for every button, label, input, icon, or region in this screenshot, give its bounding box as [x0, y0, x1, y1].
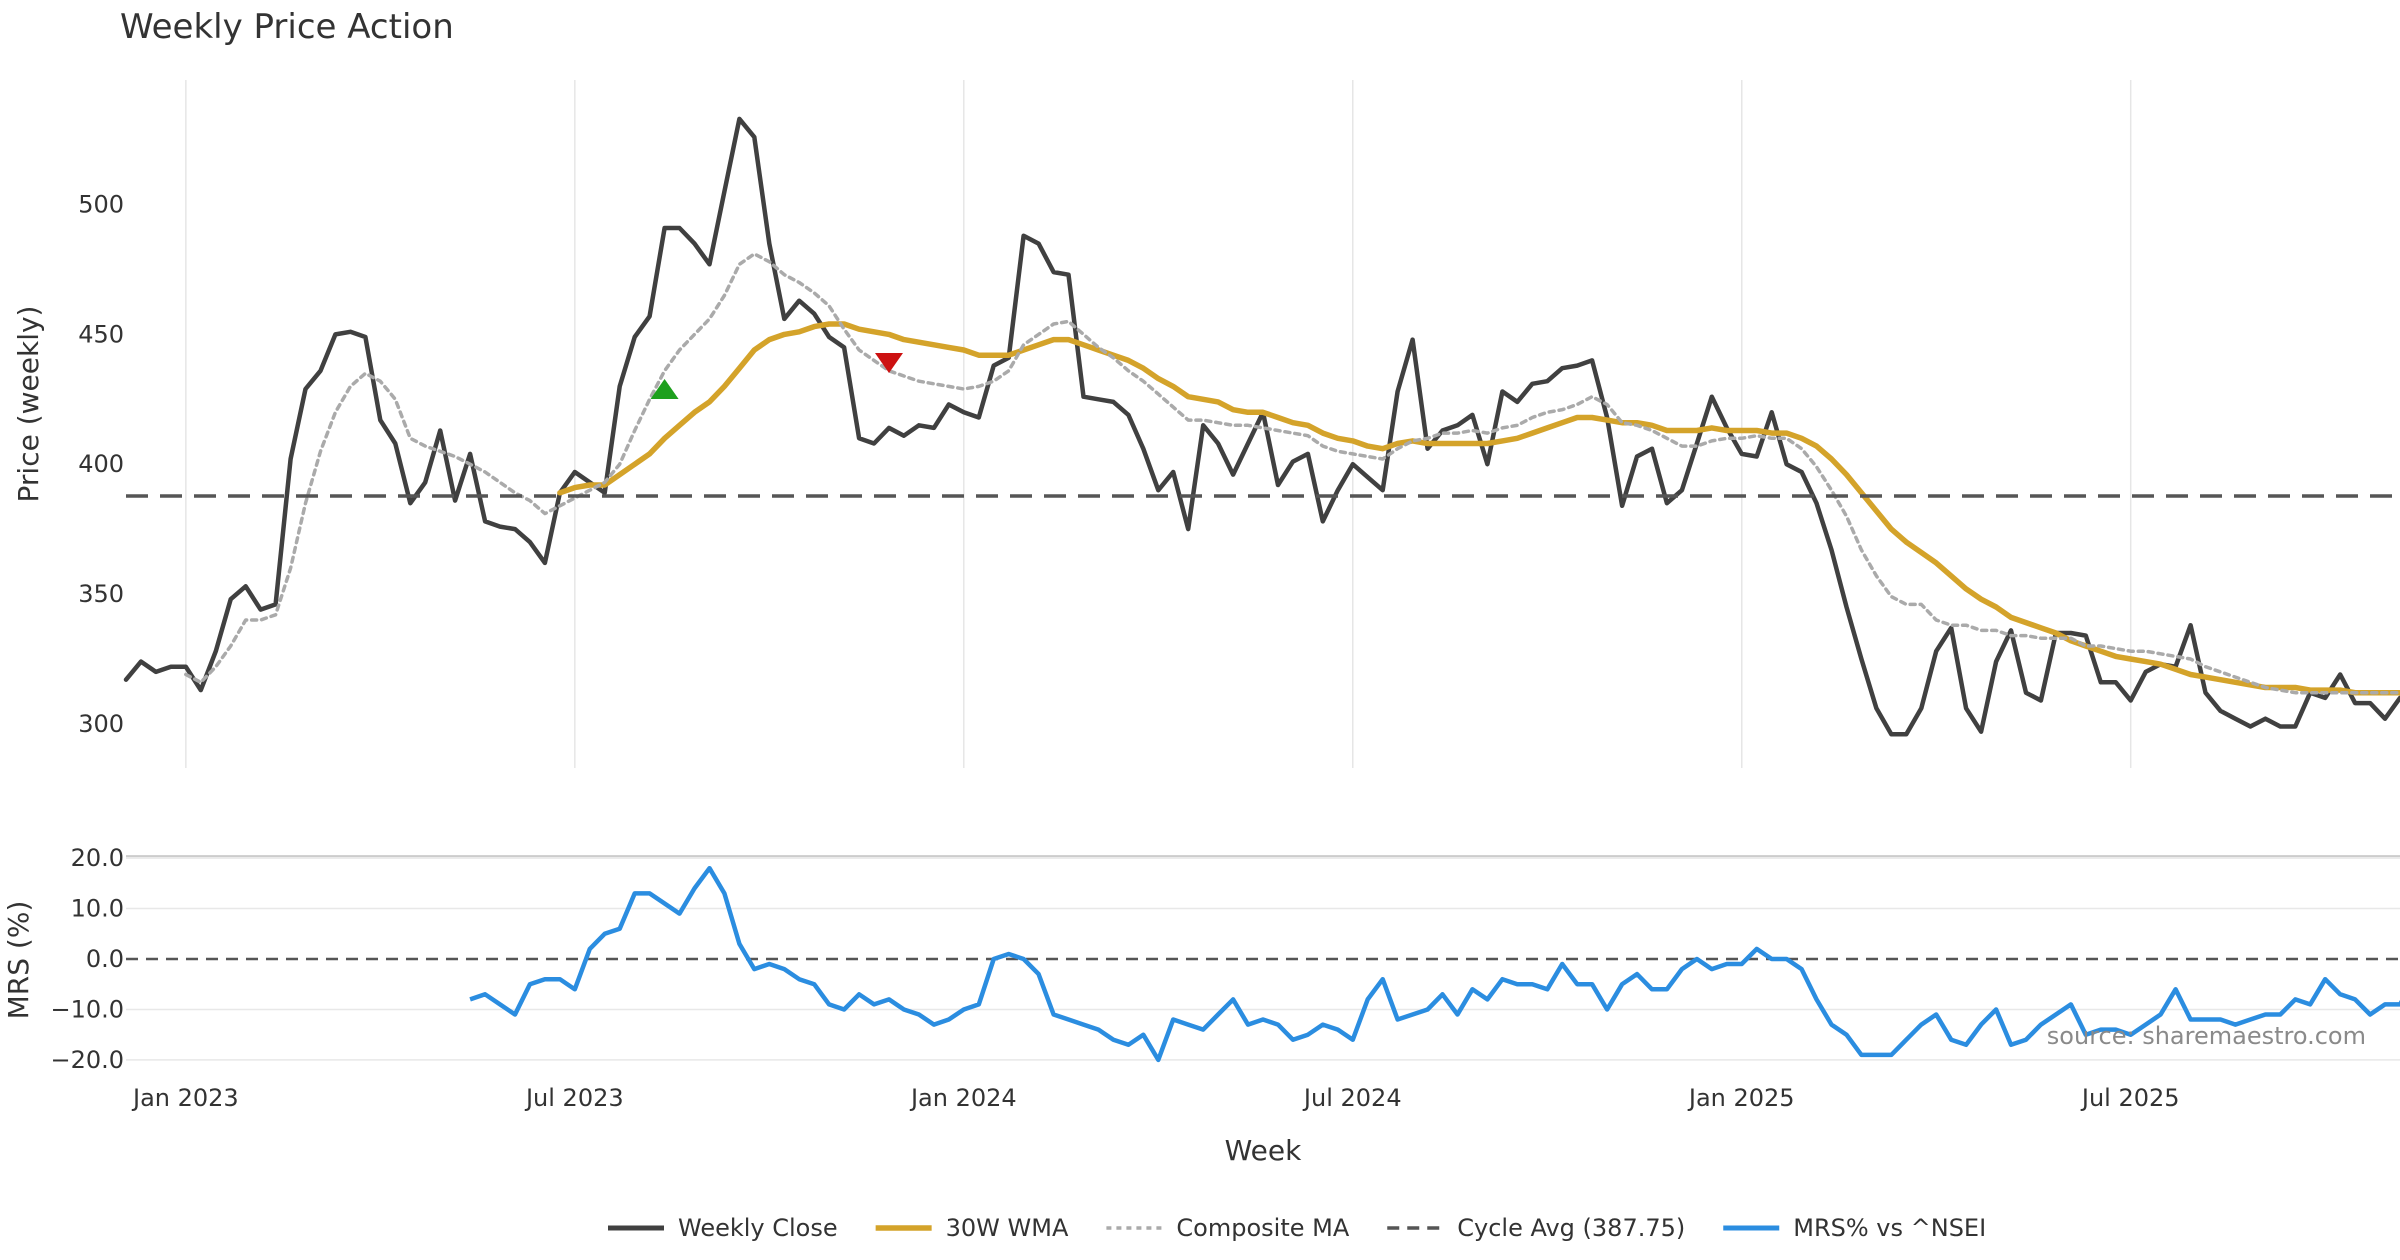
mrs-y-tick-label: 0.0 — [86, 945, 124, 973]
x-axis-label: Week — [1225, 1134, 1302, 1167]
legend-label: MRS% vs ^NSEI — [1793, 1214, 1986, 1242]
x-tick-label: Jul 2025 — [2080, 1084, 2180, 1112]
mrs-y-tick-label: 10.0 — [71, 895, 124, 923]
price-y-tick-label: 400 — [78, 450, 124, 478]
x-tick-label: Jan 2024 — [909, 1084, 1017, 1112]
y-tick-labels: 300 350 400 450 500 20.0 10.0 0.0 −10.0 −20.0 — [50, 191, 124, 1074]
mrs-y-tick-label: −20.0 — [50, 1046, 124, 1074]
price-y-tick-label: 450 — [78, 320, 124, 348]
x-tick-label: Jan 2025 — [1687, 1084, 1795, 1112]
legend-label: Weekly Close — [678, 1214, 838, 1242]
source-note: source: sharemaestro.com — [2047, 1022, 2366, 1050]
x-tick-labels: Jan 2023 Jul 2023 Jan 2024 Jul 2024 Jan 2025… — [131, 1084, 2180, 1112]
price-y-tick-label: 500 — [78, 191, 124, 219]
series-weekly-close — [123, 116, 2400, 737]
price-axis-label: Price (weekly) — [12, 306, 45, 503]
price-gridlines — [185, 80, 2132, 768]
buy-signal-marker — [650, 378, 679, 399]
price-series-group — [123, 116, 2400, 737]
x-tick-label: Jul 2024 — [1302, 1084, 1402, 1112]
legend: Weekly Close 30W WMA Composite MA Cycle Avg… — [608, 1214, 1986, 1242]
x-tick-label: Jul 2023 — [524, 1084, 624, 1112]
price-y-tick-label: 300 — [78, 710, 124, 738]
chart-title: Weekly Price Action — [120, 7, 454, 47]
mrs-y-tick-label: −10.0 — [50, 995, 124, 1023]
series-mrs-vs-nsei — [469, 865, 2400, 1063]
mrs-y-tick-label: 20.0 — [71, 844, 124, 872]
series-30w-wma — [557, 321, 2400, 696]
mrs-series-group — [469, 865, 2400, 1063]
signal-markers — [650, 352, 903, 399]
mrs-axis-label: MRS (%) — [2, 901, 35, 1020]
price-y-tick-label: 350 — [78, 580, 124, 608]
legend-label: Cycle Avg (387.75) — [1457, 1214, 1685, 1242]
x-tick-label: Jan 2023 — [131, 1084, 239, 1112]
mrs-gridlines — [126, 855, 2400, 1061]
legend-label: 30W WMA — [946, 1214, 1069, 1242]
sell-signal-marker — [874, 352, 903, 373]
series-composite-ma — [184, 252, 2400, 695]
legend-label: Composite MA — [1176, 1214, 1349, 1242]
